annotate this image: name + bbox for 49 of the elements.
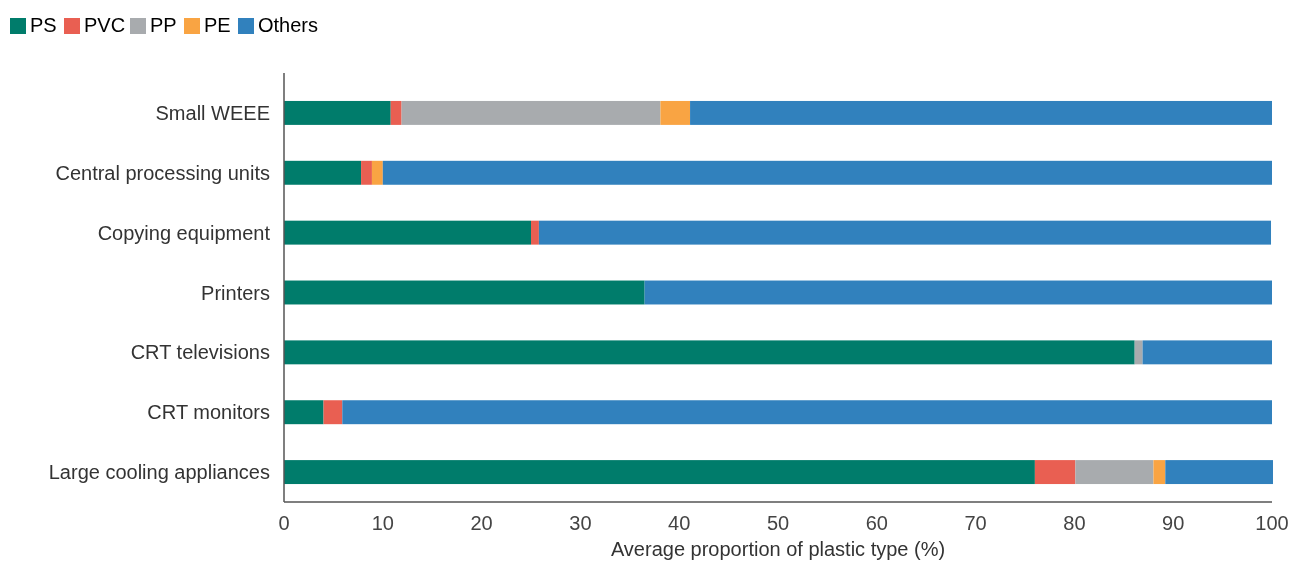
bar: [284, 160, 362, 185]
x-tick-label: 70: [964, 512, 987, 534]
y-tick-label: CRT monitors: [147, 401, 270, 424]
x-tick-label: 30: [569, 512, 592, 534]
bar: [1142, 340, 1272, 365]
bar: [284, 400, 324, 425]
legend-label: PE: [204, 14, 231, 36]
x-tick-label: 60: [865, 512, 888, 534]
y-tick-label: Printers: [201, 281, 270, 304]
bar: [284, 100, 391, 125]
bar: [531, 220, 539, 245]
bar: [284, 220, 531, 245]
y-tick-label: Central processing units: [55, 161, 270, 184]
legend-label: PS: [30, 14, 57, 36]
legend-label: PVC: [84, 14, 126, 36]
x-tick-label: 80: [1063, 512, 1086, 534]
bar: [1165, 460, 1273, 485]
bar: [690, 100, 1272, 125]
x-tick-label: 50: [766, 512, 790, 534]
bar: [1034, 460, 1076, 485]
x-tick-label: 10: [371, 512, 394, 534]
bar: [660, 100, 691, 125]
bar: [1075, 460, 1154, 485]
y-tick-label: Small WEEE: [155, 101, 270, 124]
bar: [1134, 340, 1143, 365]
bar: [371, 160, 383, 185]
x-tick-label: 20: [470, 512, 493, 534]
y-tick-label: CRT televisions: [130, 341, 270, 364]
x-tick-label: 100: [1255, 512, 1289, 534]
bar: [401, 100, 661, 125]
y-tick-label: Large cooling appliances: [48, 461, 270, 484]
bar: [284, 280, 645, 305]
bar: [644, 280, 1272, 305]
bar: [538, 220, 1272, 245]
x-tick-label: 40: [668, 512, 691, 534]
bar: [284, 460, 1035, 485]
x-axis-title: Average proportion of plastic type (%): [610, 538, 946, 560]
bar: [1153, 460, 1166, 485]
bar: [342, 400, 1272, 425]
legend-label: PP: [150, 14, 177, 36]
bar: [284, 340, 1135, 365]
bar: [382, 160, 1272, 185]
bar: [390, 100, 402, 125]
x-tick-label: 90: [1162, 512, 1185, 534]
bar: [323, 400, 343, 425]
y-tick-label: Copying equipment: [97, 221, 271, 244]
x-tick-label: 0: [278, 512, 290, 534]
bar: [361, 160, 372, 185]
legend-label: Others: [258, 14, 319, 36]
